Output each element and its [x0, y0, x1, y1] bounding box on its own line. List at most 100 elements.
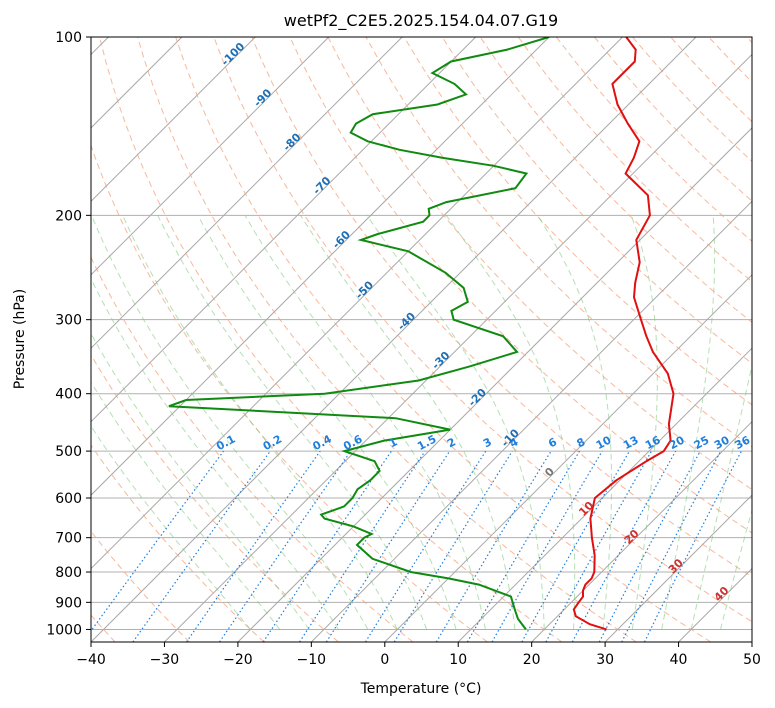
mixing-ratio-line [262, 450, 392, 642]
y-tick-label: 1000 [46, 622, 82, 638]
moist-adiabat [445, 215, 576, 630]
mixing-ratio-line [325, 450, 451, 642]
mixing-ratio-line [571, 450, 677, 642]
dry-adiabat [289, 37, 752, 534]
dry-adiabat [441, 37, 752, 364]
x-tick-label: 50 [743, 652, 761, 668]
moist-adiabat [244, 215, 486, 630]
mixing-ratio-line [435, 450, 552, 642]
mixing-ratio-line [598, 450, 701, 642]
moist-adiabat [630, 215, 658, 630]
moist-adiabat [91, 277, 340, 630]
mixing-ratio-line [219, 450, 352, 642]
mixing-ratio-line [466, 450, 581, 642]
dry-adiabat [91, 444, 265, 642]
moist-adiabat [661, 215, 716, 630]
isotherm-line [91, 37, 697, 642]
isotherm-line [678, 567, 752, 642]
x-tick-label: −40 [76, 652, 106, 668]
dry-adiabat [708, 37, 752, 83]
isotherm-label: -70 [310, 174, 333, 197]
temperature-line [572, 37, 675, 631]
isotherm-line [310, 200, 752, 642]
isotherm-label: -50 [353, 278, 376, 301]
mixing-ratio-line [299, 450, 426, 642]
mixing-ratio-label: 10 [594, 433, 614, 452]
isotherm-line [91, 37, 477, 423]
moist-adiabat [366, 215, 545, 630]
isotherm-line [91, 37, 256, 203]
isotherm-line [91, 37, 403, 349]
y-tick-label: 400 [55, 387, 82, 403]
mixing-ratio-label: 0.2 [261, 432, 284, 453]
x-tick-label: 20 [523, 652, 541, 668]
x-tick-label: 30 [596, 652, 614, 668]
mixing-ratio-line [364, 450, 487, 642]
isotherm-label: -40 [395, 310, 418, 333]
x-axis-label: Temperature (°C) [360, 681, 482, 697]
dry-adiabat [479, 37, 752, 323]
mixing-ratio-label: 6 [546, 435, 559, 450]
dry-adiabat [91, 256, 414, 642]
dry-adiabat [91, 144, 488, 642]
mixing-ratio-label: 20 [667, 433, 687, 452]
isotherm-label: -90 [251, 86, 274, 109]
mixing-ratio-label: 25 [692, 433, 712, 452]
dry-adiabat [632, 37, 752, 162]
dry-adiabat [213, 37, 752, 623]
mixing-ratio-line [393, 450, 513, 642]
moist-adiabat [690, 362, 752, 630]
isotherm-line [91, 37, 330, 276]
dry-adiabat [746, 37, 752, 44]
mixing-ratio-line [186, 450, 321, 642]
isotherm-line [531, 420, 752, 642]
isotherm-label: 20 [622, 527, 642, 547]
dry-adiabat [137, 37, 637, 642]
dry-adiabat [556, 37, 752, 242]
moist-adiabat [300, 215, 516, 630]
isotherm-label: -20 [466, 386, 489, 409]
mixing-ratio-label: 16 [643, 433, 663, 452]
y-tick-label: 500 [55, 444, 82, 460]
dry-adiabat [91, 353, 339, 642]
isotherm-label: -30 [429, 349, 452, 372]
isotherm-label: -100 [219, 40, 248, 69]
moist-adiabat [537, 215, 613, 630]
plot-area [91, 37, 752, 642]
mixing-ratio-line [521, 450, 630, 642]
dry-adiabat [670, 37, 752, 123]
mixing-ratio-label: 13 [621, 433, 641, 452]
dewpoint-line [168, 37, 550, 631]
isotherm-label: -80 [280, 130, 303, 153]
plot-frame [90, 36, 753, 643]
dry-adiabat [175, 37, 712, 642]
y-tick-label: 900 [55, 595, 82, 611]
dry-adiabat [251, 37, 752, 578]
mixing-ratio-label: 3 [481, 435, 494, 450]
isotherm-line [457, 347, 752, 642]
moist-adiabat [91, 425, 251, 630]
mixing-ratio-label: 36 [733, 433, 753, 452]
isotherm-line [384, 274, 752, 642]
dry-adiabat [365, 37, 752, 448]
y-tick-label: 100 [55, 30, 82, 46]
y-tick-label: 600 [55, 491, 82, 507]
isotherm-line [604, 494, 752, 642]
mixing-ratio-line [643, 450, 742, 642]
y-tick-label: 700 [55, 531, 82, 547]
mixing-ratio-line [132, 450, 271, 642]
y-tick-label: 300 [55, 313, 82, 329]
x-tick-label: −10 [297, 652, 327, 668]
dry-adiabat [517, 37, 752, 283]
moist-adiabat [91, 332, 310, 630]
isotherm-line [237, 127, 752, 642]
isotherm-label: -60 [330, 228, 353, 251]
isotherm-line [91, 37, 623, 570]
x-tick-label: 40 [670, 652, 688, 668]
x-tick-label: 10 [449, 652, 467, 668]
dry-adiabat [594, 37, 752, 202]
chart-title: wetPf2_C2E5.2025.154.04.07.G19 [284, 11, 558, 31]
mixing-ratio-label: 30 [712, 433, 732, 452]
mixing-ratio-label: 8 [575, 435, 588, 450]
